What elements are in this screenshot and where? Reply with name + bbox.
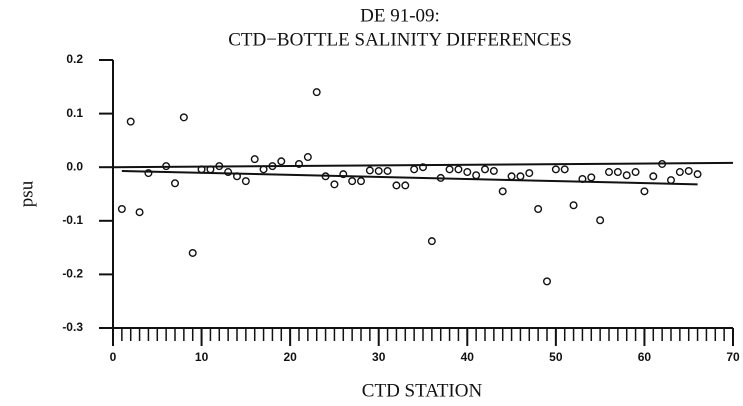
point	[427, 237, 436, 246]
point	[489, 166, 498, 175]
point	[419, 163, 428, 172]
point	[631, 168, 640, 177]
point	[303, 153, 312, 162]
point	[170, 179, 179, 188]
point	[516, 172, 525, 181]
point	[392, 181, 401, 190]
point	[693, 170, 702, 179]
point	[330, 180, 339, 189]
point	[498, 187, 507, 196]
point	[640, 187, 649, 196]
x-tick-label: 70	[726, 350, 740, 364]
point	[224, 168, 233, 177]
point	[675, 168, 684, 177]
y-tick-label: -0.2	[62, 267, 83, 281]
point	[374, 166, 383, 175]
point	[649, 172, 658, 181]
point	[357, 177, 366, 186]
point	[507, 172, 516, 181]
point	[578, 174, 587, 183]
point	[365, 166, 374, 175]
point	[312, 88, 321, 97]
point	[613, 168, 622, 177]
point	[667, 176, 676, 185]
point	[117, 205, 126, 214]
x-axis-label: CTD STATION	[362, 380, 483, 401]
point	[551, 165, 560, 174]
point	[472, 171, 481, 180]
point	[445, 165, 454, 174]
point	[135, 208, 144, 217]
x-tick-label: 40	[461, 350, 475, 364]
fit-line	[121, 169, 698, 186]
point	[232, 172, 241, 181]
y-axis-label: psu	[16, 180, 37, 207]
point	[259, 165, 268, 174]
point	[401, 181, 410, 190]
y-tick-label: -0.1	[62, 213, 83, 227]
point	[126, 117, 135, 126]
point	[596, 216, 605, 225]
x-tick-label: 50	[549, 350, 563, 364]
point	[410, 165, 419, 174]
point	[463, 168, 472, 177]
point	[560, 165, 569, 174]
y-tick-label: 0.2	[66, 52, 83, 66]
point	[383, 166, 392, 175]
point	[684, 166, 693, 175]
point	[587, 173, 596, 182]
point	[179, 113, 188, 122]
point	[605, 168, 614, 177]
point	[241, 177, 250, 186]
point	[436, 173, 445, 182]
point	[277, 157, 286, 166]
point	[454, 165, 463, 174]
point	[250, 155, 259, 164]
point	[206, 165, 215, 174]
x-tick-label: 20	[283, 350, 297, 364]
point	[295, 159, 304, 168]
point	[543, 277, 552, 286]
point	[569, 201, 578, 210]
point	[534, 205, 543, 214]
y-tick-label: -0.3	[62, 320, 83, 334]
point	[481, 165, 490, 174]
point	[162, 162, 171, 171]
point	[144, 169, 153, 178]
point	[525, 169, 534, 178]
chart-subtitle: CTD−BOTTLE SALINITY DIFFERENCES	[228, 29, 572, 50]
y-tick-label: 0.0	[66, 159, 83, 173]
x-tick-label: 10	[195, 350, 209, 364]
y-tick-label: 0.1	[66, 106, 83, 120]
point	[268, 162, 277, 171]
point	[197, 165, 206, 174]
x-tick-label: 0	[110, 350, 117, 364]
point	[215, 162, 224, 171]
x-tick-label: 60	[638, 350, 652, 364]
point	[321, 172, 330, 181]
point	[348, 177, 357, 186]
x-tick-label: 30	[372, 350, 386, 364]
point	[622, 171, 631, 180]
point	[188, 248, 197, 257]
point	[658, 159, 667, 168]
point	[339, 170, 348, 179]
chart-title: DE 91-09:	[360, 5, 440, 26]
